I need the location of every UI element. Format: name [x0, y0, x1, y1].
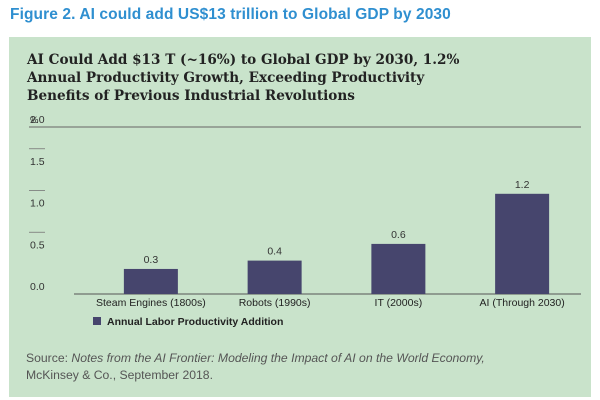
y-axis-label: %	[30, 115, 39, 126]
chart-title-line: AI Could Add $13 T (~16%) to Global GDP …	[27, 52, 460, 68]
bar-data-label: 1.2	[515, 179, 530, 191]
y-tick-label: 0.5	[30, 239, 45, 251]
source-note: Source: Notes from the AI Frontier: Mode…	[26, 350, 581, 384]
y-tick-label: 2.0	[30, 114, 45, 126]
figure-caption: Figure 2. AI could add US$13 trillion to…	[10, 6, 451, 23]
bar	[371, 243, 426, 294]
bar-data-label: 0.6	[391, 229, 406, 241]
bar-chart: % 0.0 0.5 1.0 1.5 2.0 0.3 Steam Engines (1800s)…	[29, 114, 581, 328]
x-tick-label: IT (2000s)	[375, 297, 423, 309]
y-tick-label: 0.0	[30, 281, 45, 293]
x-tick-label: Steam Engines (1800s)	[96, 297, 206, 309]
bar	[495, 193, 550, 294]
x-tick-label: Robots (1990s)	[239, 297, 311, 309]
source-prefix: Source:	[26, 351, 72, 365]
legend-label: Annual Labor Productivity Addition	[107, 316, 283, 328]
bar	[247, 260, 302, 294]
bar	[123, 268, 178, 294]
legend-swatch	[93, 317, 101, 325]
source-publisher: McKinsey & Co., September 2018.	[26, 368, 213, 382]
y-tick-label: 1.5	[30, 156, 45, 168]
bar-data-label: 0.3	[144, 254, 159, 266]
source-title: Notes from the AI Frontier: Modeling the…	[71, 351, 485, 365]
chart-panel: AI Could Add $13 T (~16%) to Global GDP …	[9, 37, 591, 397]
chart-title-line: Annual Productivity Growth, Exceeding Pr…	[27, 70, 425, 86]
y-tick-label: 1.0	[30, 198, 45, 210]
chart-title-line: Benefits of Previous Industrial Revoluti…	[27, 88, 355, 104]
chart-title: AI Could Add $13 T (~16%) to Global GDP …	[27, 51, 582, 105]
bar-data-label: 0.4	[267, 246, 282, 258]
x-tick-label: AI (Through 2030)	[480, 297, 565, 309]
